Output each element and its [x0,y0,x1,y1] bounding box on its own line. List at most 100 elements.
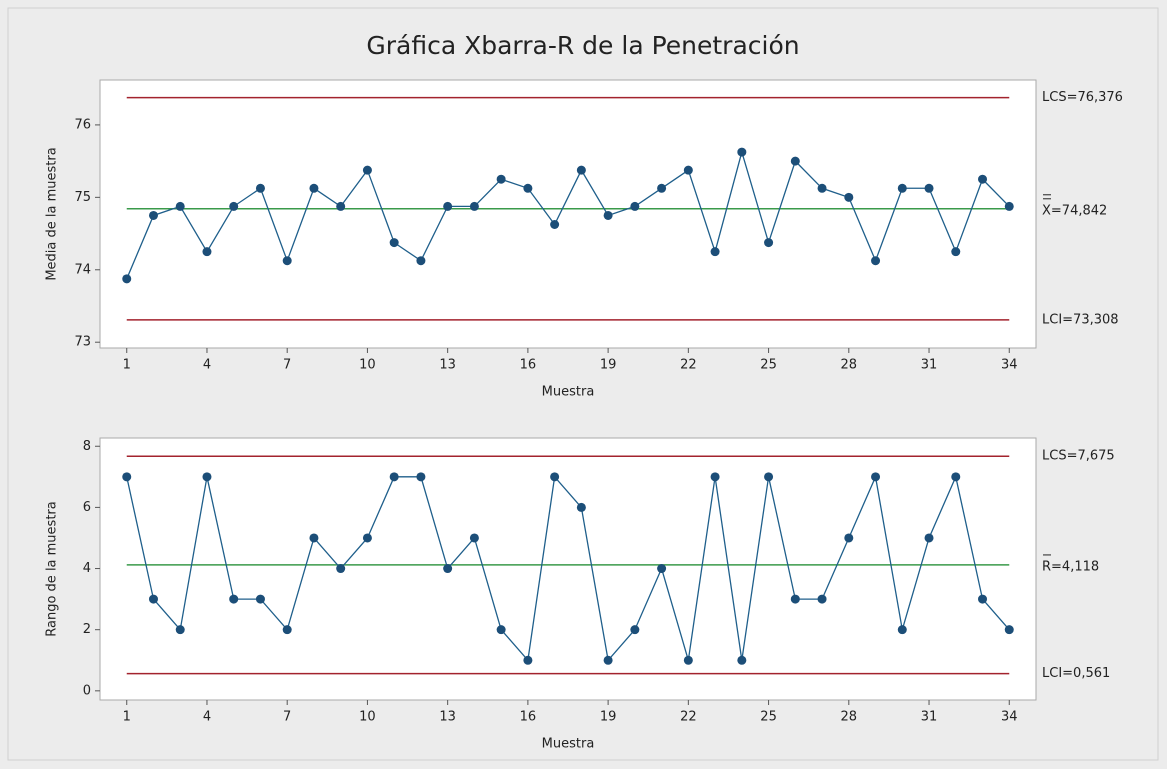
series-line [126,149,1010,280]
point [523,655,533,665]
point [737,147,747,157]
point [603,210,613,220]
point [202,472,212,482]
point [443,564,453,574]
point [683,655,693,665]
point [897,625,907,635]
point [1004,625,1014,635]
y-tick-label: 4 [83,561,91,576]
x-tick-label: 13 [439,710,456,725]
point [790,594,800,604]
x-tick-label: 10 [359,358,376,373]
point [951,247,961,257]
point [282,256,292,266]
point [844,192,854,202]
point [148,210,158,220]
point [871,256,881,266]
point [175,201,185,211]
plot-area [99,437,1037,701]
point [336,564,346,574]
point [122,274,132,284]
x-tick-label: 7 [283,710,291,725]
point [336,201,346,211]
point [175,625,185,635]
point [924,533,934,543]
point [817,594,827,604]
x-tick-label: 22 [680,358,697,373]
point [657,183,667,193]
point [764,472,774,482]
point [710,247,720,257]
limit-label: LCI=0,561 [1042,666,1110,681]
point [844,533,854,543]
x-tick-label: 10 [359,710,376,725]
point [416,256,426,266]
x-tick-label: 28 [841,710,858,725]
point [603,655,613,665]
point [122,472,132,482]
point [309,533,319,543]
point [496,625,506,635]
point [389,238,399,248]
point [148,594,158,604]
x-tick-label: 16 [520,710,537,725]
point [683,165,693,175]
point [523,183,533,193]
point [362,165,372,175]
point [951,472,961,482]
point [1004,201,1014,211]
y-tick-label: 73 [74,335,91,350]
point [389,472,399,482]
point [469,533,479,543]
x-tick-label: 19 [600,710,617,725]
series-line [126,474,1010,662]
x-tick-label: 22 [680,710,697,725]
x-axis-label: Muestra [542,737,595,752]
plot-area [99,79,1037,349]
x-tick-label: 34 [1001,710,1018,725]
y-tick-label: 2 [83,622,91,637]
y-tick-label: 75 [74,190,91,205]
point [255,594,265,604]
limit-label: R=4,118 [1042,559,1099,574]
point [282,625,292,635]
point [978,594,988,604]
x-tick-label: 16 [520,358,537,373]
x-tick-label: 7 [283,358,291,373]
point [576,502,586,512]
point [737,655,747,665]
point [576,165,586,175]
point [550,220,560,230]
point [550,472,560,482]
point [764,238,774,248]
y-tick-label: 8 [83,439,91,454]
point [817,183,827,193]
x-tick-label: 31 [921,710,938,725]
limit-label: LCI=73,308 [1042,312,1119,327]
point [978,174,988,184]
point [630,201,640,211]
x-tick-label: 34 [1001,358,1018,373]
x-axis-label: Muestra [542,385,595,400]
point [496,174,506,184]
point [416,472,426,482]
point [309,183,319,193]
limit-label: LCS=7,675 [1042,449,1115,464]
point [362,533,372,543]
x-tick-label: 25 [760,710,777,725]
point [255,183,265,193]
y-tick-label: 76 [74,117,91,132]
point [710,472,720,482]
limit-label: X=74,842 [1042,203,1107,218]
x-tick-label: 28 [841,358,858,373]
x-tick-label: 13 [439,358,456,373]
x-tick-label: 1 [123,358,131,373]
y-tick-label: 0 [83,683,91,698]
x-tick-label: 25 [760,358,777,373]
point [202,247,212,257]
point [657,564,667,574]
x-tick-label: 4 [203,710,211,725]
point [790,156,800,166]
point [229,201,239,211]
x-tick-label: 4 [203,358,211,373]
